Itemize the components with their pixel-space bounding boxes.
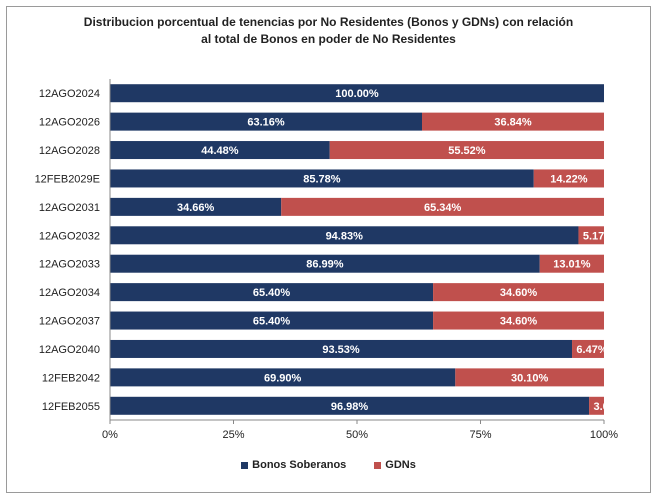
bar-bonos-soberanos xyxy=(110,226,579,245)
legend-swatch-bonos xyxy=(241,461,249,469)
data-label: 63.16% xyxy=(247,117,285,129)
category-label: 12FEB2055 xyxy=(42,401,100,413)
data-label: 94.83% xyxy=(326,230,364,242)
bar-bonos-soberanos xyxy=(110,169,534,188)
bar-bonos-soberanos xyxy=(110,197,282,216)
data-label: 100.00% xyxy=(335,88,379,100)
chart-title: Distribucion porcentual de tenencias por… xyxy=(0,14,657,48)
bar-bonos-soberanos xyxy=(110,368,456,387)
data-label: 3.02% xyxy=(593,401,624,413)
chart-title-line-2: al total de Bonos en poder de No Residen… xyxy=(201,32,456,46)
x-tick-label: 75% xyxy=(469,429,491,441)
bar-gdns xyxy=(433,283,604,302)
bar-bonos-soberanos xyxy=(110,396,590,415)
legend-label-gdns: GDNs xyxy=(385,459,416,471)
category-label: 12AGO2024 xyxy=(39,88,100,100)
category-label: 12AGO2026 xyxy=(39,117,100,129)
bar-bonos-soberanos xyxy=(110,141,330,160)
data-label: 34.60% xyxy=(500,316,538,328)
category-label: 12AGO2037 xyxy=(39,316,100,328)
data-label: 55.52% xyxy=(448,145,486,157)
bar-gdns xyxy=(281,197,604,216)
category-label: 12AGO2033 xyxy=(39,259,100,271)
category-label: 12FEB2029E xyxy=(35,173,100,185)
data-label: 0.00% xyxy=(608,88,639,100)
category-label: 12AGO2040 xyxy=(39,344,100,356)
x-tick-label: 0% xyxy=(102,429,118,441)
data-label: 34.66% xyxy=(177,202,215,214)
bar-bonos-soberanos xyxy=(110,112,423,131)
x-tick-label: 25% xyxy=(222,429,244,441)
category-label: 12AGO2032 xyxy=(39,230,100,242)
bar-bonos-soberanos xyxy=(110,311,434,330)
data-label: 30.10% xyxy=(511,372,549,384)
data-label: 69.90% xyxy=(264,372,302,384)
bar-bonos-soberanos xyxy=(110,283,434,302)
x-tick-label: 100% xyxy=(590,429,618,441)
data-label: 13.01% xyxy=(553,259,591,271)
data-label: 44.48% xyxy=(201,145,239,157)
data-label: 5.17% xyxy=(583,230,614,242)
chart-title-line-1: Distribucion porcentual de tenencias por… xyxy=(83,15,574,29)
legend-item-bonos: Bonos Soberanos xyxy=(241,459,346,471)
legend: Bonos Soberanos GDNs xyxy=(0,459,657,471)
data-label: 65.40% xyxy=(253,287,291,299)
bar-gdns xyxy=(589,396,604,415)
data-label: 65.34% xyxy=(424,202,462,214)
data-label: 6.47% xyxy=(576,344,607,356)
category-label: 12FEB2042 xyxy=(42,372,100,384)
data-label: 14.22% xyxy=(550,173,588,185)
legend-item-gdns: GDNs xyxy=(374,459,416,471)
bar-gdns xyxy=(572,339,604,358)
bar-gdns xyxy=(533,169,604,188)
bar-gdns xyxy=(422,112,604,131)
data-label: 34.60% xyxy=(500,287,538,299)
data-label: 93.53% xyxy=(322,344,360,356)
bar-gdns xyxy=(433,311,604,330)
data-label: 96.98% xyxy=(331,401,369,413)
category-label: 12AGO2034 xyxy=(39,287,100,299)
x-tick-label: 50% xyxy=(346,429,368,441)
data-label: 85.78% xyxy=(303,173,341,185)
legend-label-bonos: Bonos Soberanos xyxy=(252,459,347,471)
data-label: 86.99% xyxy=(306,259,344,271)
bar-bonos-soberanos xyxy=(110,84,604,103)
bar-gdns xyxy=(455,368,604,387)
data-label: 65.40% xyxy=(253,316,291,328)
bar-bonos-soberanos xyxy=(110,339,573,358)
legend-swatch-gdns xyxy=(374,461,382,469)
data-label: 36.84% xyxy=(494,117,532,129)
bar-bonos-soberanos xyxy=(110,254,540,273)
bar-gdns xyxy=(539,254,604,273)
category-label: 12AGO2028 xyxy=(39,145,100,157)
bar-gdns xyxy=(329,141,604,160)
bar-gdns xyxy=(578,226,604,245)
category-label: 12AGO2031 xyxy=(39,202,100,214)
